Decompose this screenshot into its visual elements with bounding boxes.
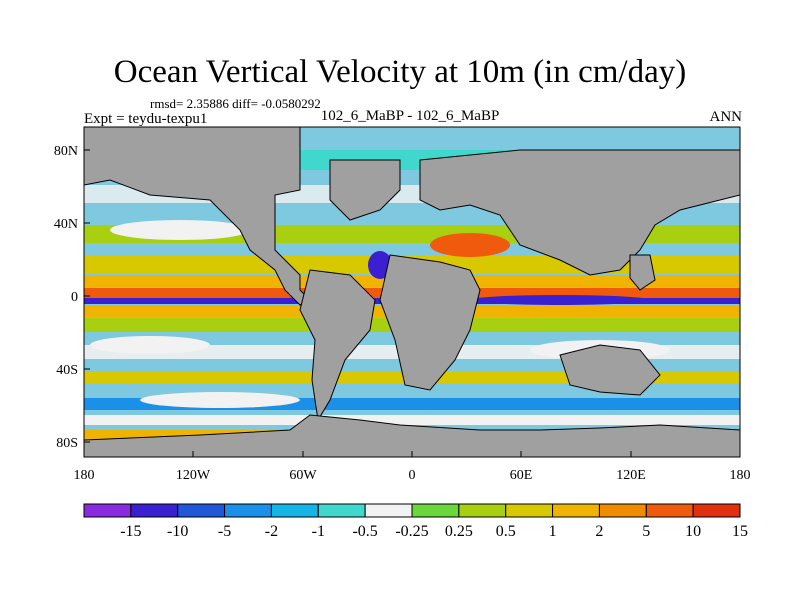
colorbar-label: 2 <box>595 523 603 540</box>
land-greenland <box>329 159 401 221</box>
colorbar-label: 1 <box>549 523 557 540</box>
x-tick-label: 60W <box>289 468 317 483</box>
land-eurasia <box>419 149 740 276</box>
y-tick-label: 80N <box>54 144 78 159</box>
x-tick-label: 180 <box>74 468 95 483</box>
colorbar-swatch <box>130 503 179 518</box>
colorbar-label: -2 <box>265 523 278 540</box>
colorbar-swatch <box>552 503 600 518</box>
y-tick-label: 40N <box>54 217 78 232</box>
x-tick-label: 120E <box>616 468 646 483</box>
colorbar-label: -0.5 <box>352 523 377 540</box>
stats-label: rmsd= 2.35886 diff= -0.0580292 <box>150 96 321 111</box>
land-antarctica <box>84 414 740 457</box>
colorbar-label: 15 <box>732 523 748 540</box>
land-north-america <box>84 127 311 306</box>
land-masses <box>84 127 740 457</box>
x-axis: 180 120W 60W 0 60E 120E 180 <box>74 451 751 483</box>
colorbar-label: -15 <box>120 523 141 540</box>
colorbar-swatch <box>224 503 272 518</box>
experiment-label: Expt = teydu-texpu1 <box>84 111 208 127</box>
colorbar-swatch <box>692 503 741 518</box>
y-tick-label: 40S <box>56 363 78 378</box>
colorbar-swatch <box>598 503 647 518</box>
y-axis: 80N 40N 0 40S 80S <box>54 144 90 451</box>
y-tick-label: 80S <box>56 436 78 451</box>
x-tick-label: 120W <box>176 468 211 483</box>
colorbar: -15 -10 -5 -2 -1 -0.5 -0.25 0.25 0.5 1 2 5 10 15 <box>83 503 748 540</box>
colorbar-swatch <box>411 503 460 518</box>
x-tick-label: 0 <box>409 468 416 483</box>
colorbar-label: 0.25 <box>445 523 473 540</box>
colorbar-swatch <box>317 503 366 518</box>
colorbar-label: -5 <box>218 523 231 540</box>
colorbar-label: -0.25 <box>395 523 428 540</box>
colorbar-label: 0.5 <box>496 523 516 540</box>
colorbar-label: -10 <box>167 523 188 540</box>
land-islands <box>629 254 656 291</box>
colorbar-label: 5 <box>642 523 650 540</box>
y-tick-label: 0 <box>71 290 78 305</box>
comparison-label: 102_6_MaBP - 102_6_MaBP <box>320 108 500 124</box>
x-tick-label: 60E <box>510 468 533 483</box>
land-south-america <box>299 269 376 422</box>
colorbar-label: -1 <box>312 523 325 540</box>
colorbar-swatch <box>458 503 507 518</box>
colorbar-swatch <box>83 503 132 518</box>
land-australia <box>559 344 661 396</box>
season-label: ANN <box>709 109 743 125</box>
land-africa <box>379 254 481 391</box>
map-panel <box>84 127 740 457</box>
colorbar-swatch <box>645 503 694 518</box>
colorbar-swatch <box>364 503 413 518</box>
colorbar-swatch <box>270 503 319 518</box>
x-tick-label: 180 <box>730 468 751 483</box>
colorbar-swatch <box>505 503 554 518</box>
colorbar-swatch <box>177 503 226 518</box>
colorbar-label: 10 <box>685 523 701 540</box>
map-title: Ocean Vertical Velocity at 10m (in cm/da… <box>113 54 687 90</box>
